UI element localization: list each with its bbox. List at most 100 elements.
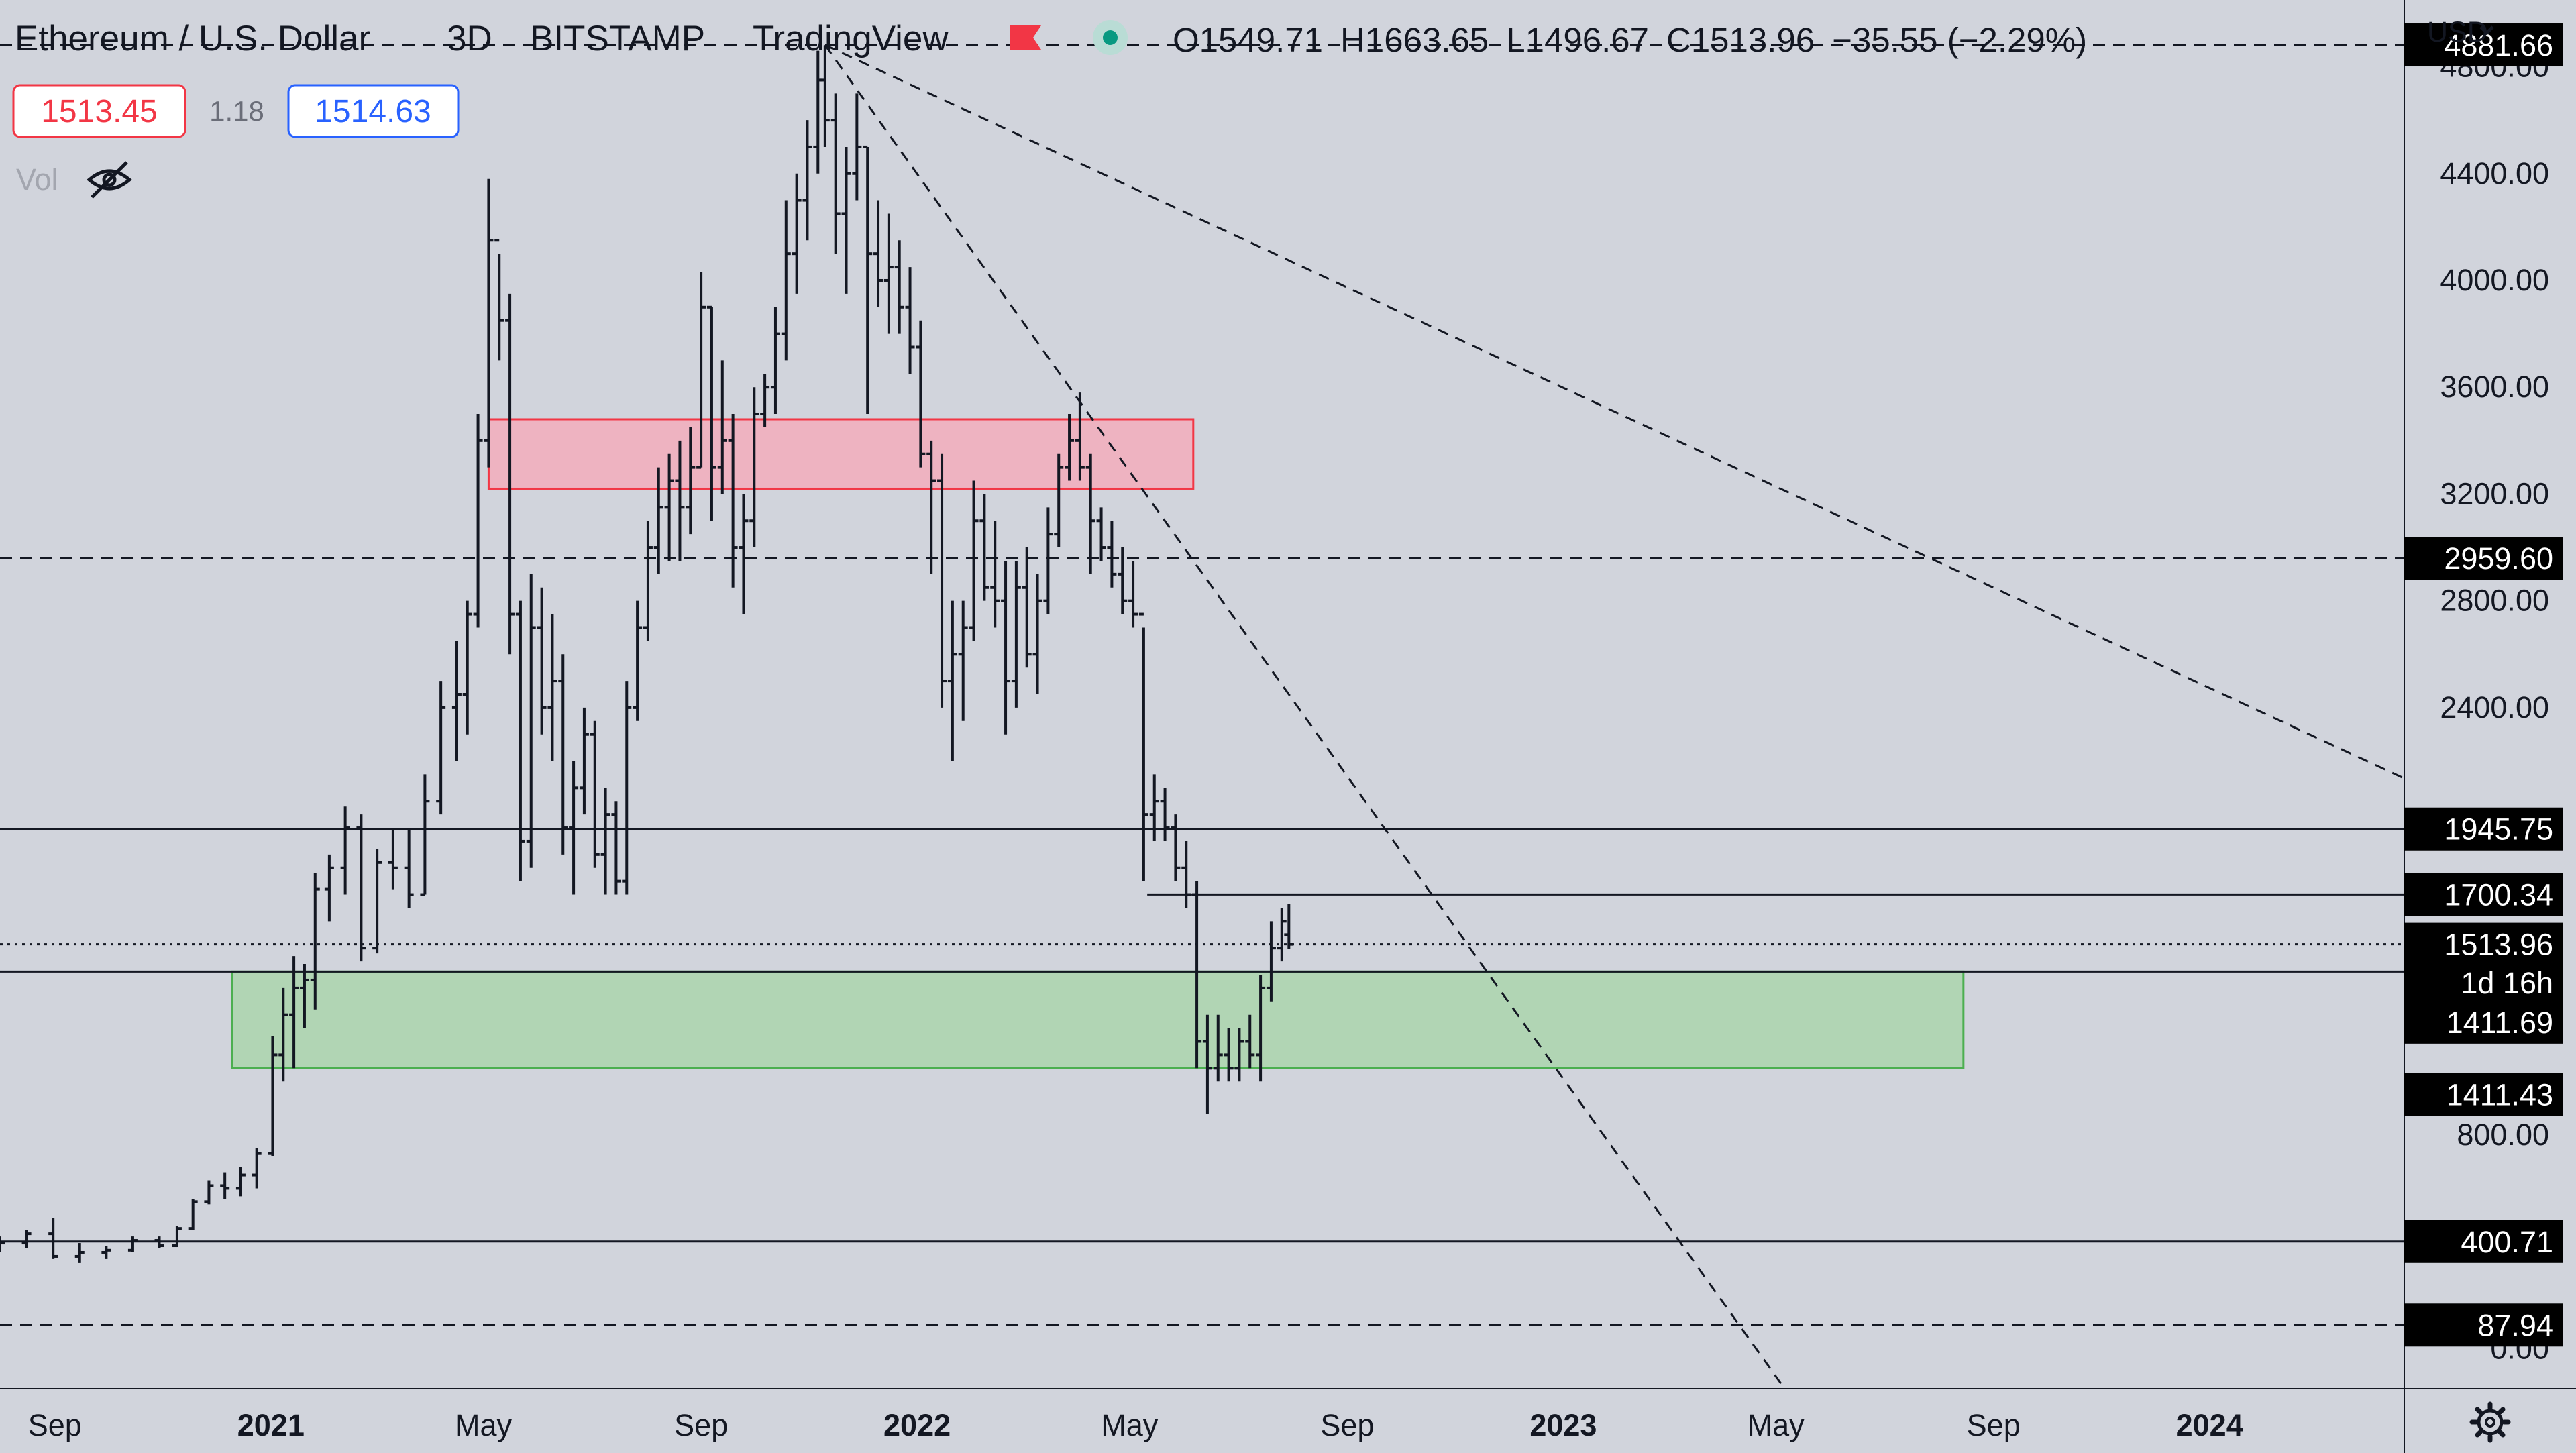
ohlc-bar	[1011, 560, 1021, 708]
ohlc-bar	[947, 600, 957, 761]
ohlc-bar	[905, 267, 915, 374]
price-tag-label: 2959.60	[2444, 541, 2553, 576]
ohlc-bar	[1107, 521, 1117, 588]
time-tick-month: Sep	[674, 1408, 728, 1442]
price-tag[interactable]: 1411.69	[2404, 1000, 2563, 1044]
volume-label[interactable]: Vol	[16, 162, 58, 197]
ohlc-bar	[760, 374, 770, 427]
ohlc-bar	[537, 587, 547, 735]
time-tick-year: 2022	[883, 1408, 951, 1442]
ohlc-bar	[1138, 612, 1148, 881]
ohlc-bar	[204, 1180, 214, 1205]
ohlc-bar	[643, 521, 653, 641]
symbol-title[interactable]: Ethereum / U.S. Dollar	[15, 19, 370, 58]
ohlc-bar	[873, 200, 883, 307]
price-axis-tags[interactable]: 4881.66 2959.60 1945.75 1700.34 1513.96 1d 16…	[2404, 23, 2563, 1347]
ohlc-bar	[21, 1230, 32, 1249]
supply-zone[interactable]	[487, 418, 1195, 490]
gear-icon[interactable]	[2469, 1401, 2511, 1443]
price-tick-label: 2400.00	[2440, 690, 2549, 724]
price-tag[interactable]: 1d 16h	[2404, 961, 2563, 1004]
ohlc-bar	[1032, 574, 1042, 694]
ohlc-bar	[1192, 881, 1202, 1069]
flag-icon[interactable]	[1010, 25, 1041, 50]
ohlc-bar	[154, 1236, 164, 1249]
ohlc-bar	[883, 213, 894, 334]
ohlc-bar	[1022, 547, 1032, 668]
ohlc-bar	[462, 600, 472, 735]
trend-line-1[interactable]	[824, 44, 1786, 1389]
price-tick-label: 3200.00	[2440, 476, 2549, 510]
ohlc-bar	[436, 681, 446, 815]
ohlc-bar	[622, 681, 632, 895]
open-value: 1549.71	[1199, 21, 1323, 59]
ohlc-bar	[863, 145, 873, 415]
source-label: TradingView	[753, 19, 949, 58]
ohlc-bar	[1128, 560, 1138, 628]
price-tag[interactable]: 400.71	[2404, 1220, 2563, 1263]
time-tick-year: 2023	[1529, 1408, 1597, 1442]
ohlc-bar	[48, 1218, 58, 1259]
price-tag[interactable]: 1945.75	[2404, 807, 2563, 851]
ohlc-bar	[990, 521, 1000, 628]
sell-button[interactable]: 1513.45	[12, 84, 186, 138]
ohlc-bar	[830, 93, 841, 254]
ohlc-bar	[579, 707, 589, 815]
ohlc-bar	[633, 600, 643, 721]
ohlc-bar	[600, 788, 610, 895]
eye-hidden-icon[interactable]	[87, 161, 132, 199]
ohlc-bar	[1075, 392, 1085, 481]
ohlc-bar	[979, 494, 989, 601]
time-axis-panel[interactable]	[0, 1389, 2404, 1453]
price-tag[interactable]: 87.94	[2404, 1303, 2563, 1347]
legend: Ethereum / U.S. Dollar 3D BITSTAMP Tradi…	[12, 19, 2087, 199]
ohlc-bar	[653, 467, 663, 574]
price-tag[interactable]: 4881.66	[2404, 23, 2563, 67]
ohlc-bar	[526, 574, 536, 868]
price-tag[interactable]: 2959.60	[2404, 537, 2563, 580]
currency-selector[interactable]: USD	[2427, 16, 2494, 48]
demand-zone[interactable]	[231, 970, 1965, 1069]
drawing-lines[interactable]	[0, 44, 2405, 1389]
ohlc-bar	[324, 854, 334, 922]
ohlc-bar	[1202, 1014, 1212, 1114]
ohlc-bar	[235, 1167, 246, 1197]
ohlc-bar	[252, 1148, 262, 1189]
time-tick-year: 2021	[237, 1408, 305, 1442]
ohlc-bar	[916, 320, 926, 468]
price-tick-label: 4400.00	[2440, 156, 2549, 191]
ohlc-bar	[841, 146, 851, 294]
ohlc-bar	[611, 801, 621, 895]
price-axis-panel[interactable]	[2404, 0, 2576, 1389]
drawing-zones[interactable]	[231, 418, 1965, 1069]
ohlc-bar	[220, 1172, 230, 1199]
price-tick-label: 2800.00	[2440, 584, 2549, 618]
price-tag[interactable]: 1700.34	[2404, 873, 2563, 916]
close-value: 1513.96	[1691, 21, 1815, 59]
ohlc-bar	[289, 956, 299, 1069]
low-label: L	[1506, 21, 1525, 59]
price-tag-label: 1700.34	[2444, 877, 2553, 912]
ohlc-bar	[340, 806, 350, 895]
interval-label[interactable]: 3D	[447, 19, 492, 58]
open-label: O	[1173, 21, 1199, 59]
ohlc-bar	[781, 200, 791, 361]
price-tag[interactable]: 1513.96	[2404, 922, 2563, 966]
ohlc-bar	[1043, 507, 1053, 614]
ohlc-bar	[696, 272, 706, 469]
ohlc-bar	[717, 360, 727, 494]
ohlc-bar	[852, 93, 862, 201]
price-tag-label: 1411.69	[2447, 1006, 2553, 1040]
price-tag-label: 4881.66	[2444, 28, 2553, 62]
currency-label: USD	[2427, 16, 2488, 48]
ohlc-bar	[451, 641, 462, 761]
market-status-dot-icon[interactable]	[1093, 20, 1128, 55]
ohlc-bar	[484, 178, 494, 468]
price-tag[interactable]: 1411.43	[2404, 1073, 2563, 1116]
trend-line-0[interactable]	[824, 44, 2405, 779]
ohlc-bar	[728, 414, 738, 588]
ohlc-bar	[664, 453, 674, 561]
buy-button[interactable]: 1514.63	[287, 84, 460, 138]
